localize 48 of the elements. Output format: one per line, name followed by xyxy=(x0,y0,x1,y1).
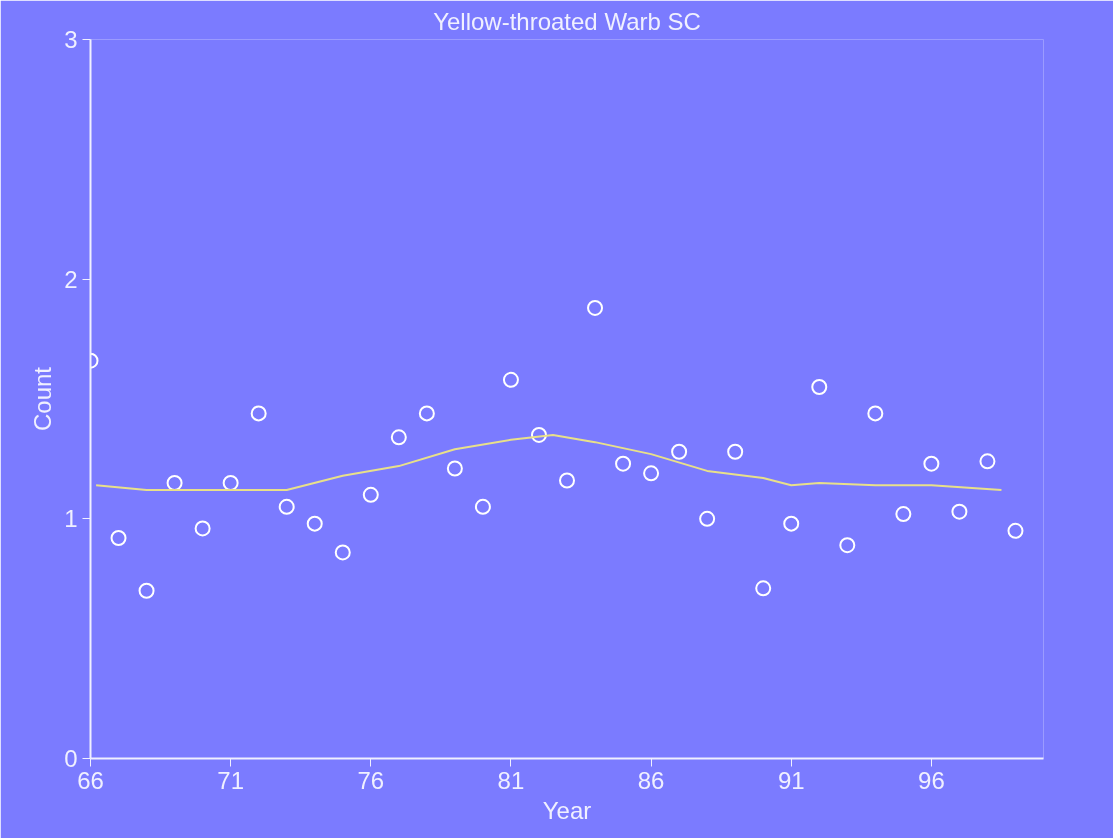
point xyxy=(895,506,912,523)
point xyxy=(811,379,828,395)
y-tick-label: 2 xyxy=(64,265,78,293)
point xyxy=(727,443,744,460)
x-tick-label: 81 xyxy=(497,766,525,794)
point xyxy=(643,465,660,482)
y-tick-label: 1 xyxy=(64,505,78,533)
x-axis-title: Year xyxy=(542,796,592,824)
x-tick-label: 91 xyxy=(777,766,805,794)
x-tick-label: 66 xyxy=(77,766,104,794)
point xyxy=(530,426,547,443)
x-tick-label: 71 xyxy=(217,766,244,794)
point xyxy=(194,520,211,537)
point xyxy=(979,453,996,470)
point xyxy=(390,429,407,446)
point xyxy=(362,486,379,503)
point xyxy=(278,498,295,515)
y-tick-label: 3 xyxy=(64,26,78,53)
point xyxy=(839,537,856,554)
x-tick-label: 86 xyxy=(637,766,665,794)
point xyxy=(951,503,968,520)
point xyxy=(334,544,351,561)
x-tick-label: 76 xyxy=(357,766,385,794)
point xyxy=(587,299,604,316)
point xyxy=(166,474,183,491)
point xyxy=(867,405,884,422)
point xyxy=(474,498,491,515)
point xyxy=(615,455,632,472)
point xyxy=(138,582,155,599)
point xyxy=(923,455,940,472)
point xyxy=(418,405,435,422)
point xyxy=(755,580,772,597)
y-axis-title: Count xyxy=(29,366,57,432)
x-tick-label: 96 xyxy=(918,766,945,794)
point xyxy=(1007,522,1024,539)
point xyxy=(671,443,688,460)
point xyxy=(559,472,575,489)
point xyxy=(222,474,239,491)
point xyxy=(502,371,519,388)
line-series xyxy=(95,433,1003,492)
point xyxy=(110,530,127,546)
y-tick-label: 0 xyxy=(64,745,78,772)
chart-title: Yellow-throated Warb SC xyxy=(433,7,701,35)
point xyxy=(446,460,463,477)
point xyxy=(699,510,716,527)
point xyxy=(250,405,267,422)
point xyxy=(306,515,323,532)
point xyxy=(783,515,800,532)
